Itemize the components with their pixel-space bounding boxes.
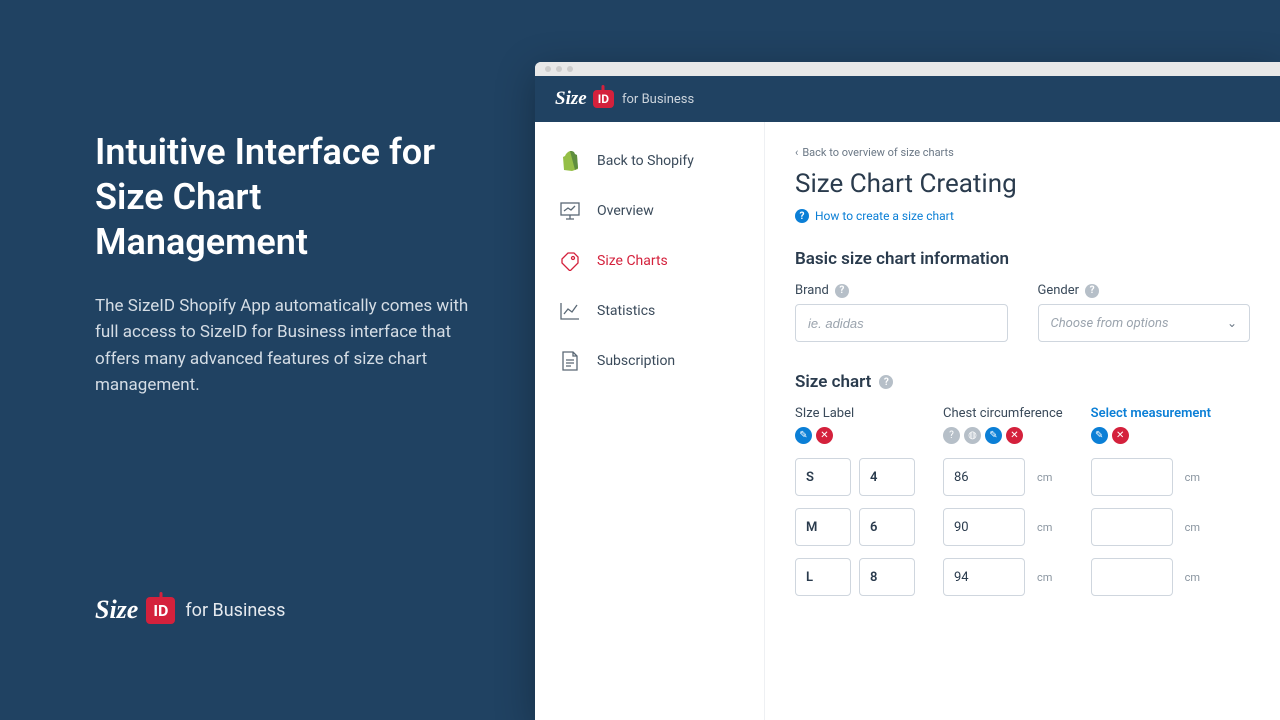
nav-label: Size Charts	[597, 253, 668, 269]
nav-label: Overview	[597, 203, 654, 219]
column-size-label: SIze Label ✎ ✕ S 4 M 6 L 8	[795, 406, 915, 608]
edit-icon[interactable]: ✎	[1091, 427, 1108, 444]
size-cell[interactable]: S	[795, 458, 851, 496]
main-content: ‹ Back to overview of size charts Size C…	[765, 122, 1280, 720]
size-cell[interactable]: L	[795, 558, 851, 596]
gender-label: Gender ?	[1038, 283, 1251, 298]
column-select-measurement: Select measurement ✎ ✕ cm cm	[1091, 406, 1211, 608]
logo: Size ID for Business	[95, 595, 285, 625]
window-dot	[567, 66, 573, 72]
unit-label: cm	[1185, 471, 1200, 484]
shopify-icon	[559, 150, 581, 172]
size-chart-title: Size chart ?	[795, 372, 1250, 392]
help-icon[interactable]: ?	[835, 284, 849, 298]
brand-input[interactable]	[795, 304, 1008, 342]
measure-cell[interactable]: 90	[943, 508, 1025, 546]
header-logo-for: for Business	[622, 92, 694, 107]
app-header: Size ID for Business	[535, 76, 1280, 122]
hero-description: The SizeID Shopify App automatically com…	[95, 293, 475, 398]
delete-icon[interactable]: ✕	[1006, 427, 1023, 444]
unit-label: cm	[1185, 571, 1200, 584]
logo-for-business: for Business	[185, 600, 285, 621]
nav-label: Back to Shopify	[597, 153, 694, 169]
chart-icon	[559, 300, 581, 322]
chevron-left-icon: ‹	[795, 146, 798, 159]
size-cell[interactable]: 8	[859, 558, 915, 596]
sidebar: Back to Shopify Overview Size Charts Sta…	[535, 122, 765, 720]
nav-back-to-shopify[interactable]: Back to Shopify	[535, 136, 764, 186]
nav-label: Subscription	[597, 353, 675, 369]
hero-title: Intuitive Interface for Size Chart Manag…	[95, 130, 475, 265]
delete-icon[interactable]: ✕	[1112, 427, 1129, 444]
logo-size-text: Size	[95, 595, 138, 625]
browser-chrome	[535, 62, 1280, 76]
column-header-link[interactable]: Select measurement	[1091, 406, 1211, 421]
nav-subscription[interactable]: Subscription	[535, 336, 764, 386]
measure-cell[interactable]: 86	[943, 458, 1025, 496]
size-cell[interactable]: 6	[859, 508, 915, 546]
measure-cell[interactable]	[1091, 558, 1173, 596]
browser-window: Size ID for Business Back to Shopify Over…	[535, 62, 1280, 720]
edit-icon[interactable]: ✎	[985, 427, 1002, 444]
size-cell[interactable]: 4	[859, 458, 915, 496]
basic-info-title: Basic size chart information	[795, 249, 1250, 269]
help-icon[interactable]: ?	[1085, 284, 1099, 298]
measure-cell[interactable]	[1091, 458, 1173, 496]
hero-block: Intuitive Interface for Size Chart Manag…	[95, 130, 475, 398]
window-dot	[545, 66, 551, 72]
help-icon[interactable]: ?	[879, 375, 893, 389]
nav-label: Statistics	[597, 303, 655, 319]
document-icon	[559, 350, 581, 372]
back-link-text: Back to overview of size charts	[802, 146, 954, 159]
gender-select[interactable]: Choose from options ⌄	[1038, 304, 1251, 342]
page-title: Size Chart Creating	[795, 169, 1250, 199]
back-link[interactable]: ‹ Back to overview of size charts	[795, 146, 1250, 159]
stats-icon[interactable]: ◍	[964, 427, 981, 444]
window-dot	[556, 66, 562, 72]
unit-label: cm	[1037, 471, 1052, 484]
column-chest: Chest circumference ? ◍ ✎ ✕ 86 cm 90 cm	[943, 406, 1063, 608]
nav-size-charts[interactable]: Size Charts	[535, 236, 764, 286]
chevron-down-icon: ⌄	[1227, 316, 1237, 330]
help-link[interactable]: ? How to create a size chart	[795, 209, 1250, 223]
unit-label: cm	[1037, 521, 1052, 534]
logo-id-badge: ID	[146, 597, 175, 624]
header-logo-size: Size	[555, 88, 587, 110]
brand-label: Brand ?	[795, 283, 1008, 298]
column-header: Chest circumference	[943, 406, 1063, 421]
header-logo-id: ID	[593, 90, 614, 108]
column-header: SIze Label	[795, 406, 915, 421]
measure-cell[interactable]	[1091, 508, 1173, 546]
presentation-icon	[559, 200, 581, 222]
gender-placeholder: Choose from options	[1051, 316, 1169, 331]
measure-cell[interactable]: 94	[943, 558, 1025, 596]
nav-statistics[interactable]: Statistics	[535, 286, 764, 336]
size-cell[interactable]: M	[795, 508, 851, 546]
unit-label: cm	[1037, 571, 1052, 584]
help-icon: ?	[795, 209, 809, 223]
help-icon[interactable]: ?	[943, 427, 960, 444]
edit-icon[interactable]: ✎	[795, 427, 812, 444]
tag-icon	[559, 250, 581, 272]
help-link-text: How to create a size chart	[815, 209, 954, 223]
unit-label: cm	[1185, 521, 1200, 534]
nav-overview[interactable]: Overview	[535, 186, 764, 236]
delete-icon[interactable]: ✕	[816, 427, 833, 444]
